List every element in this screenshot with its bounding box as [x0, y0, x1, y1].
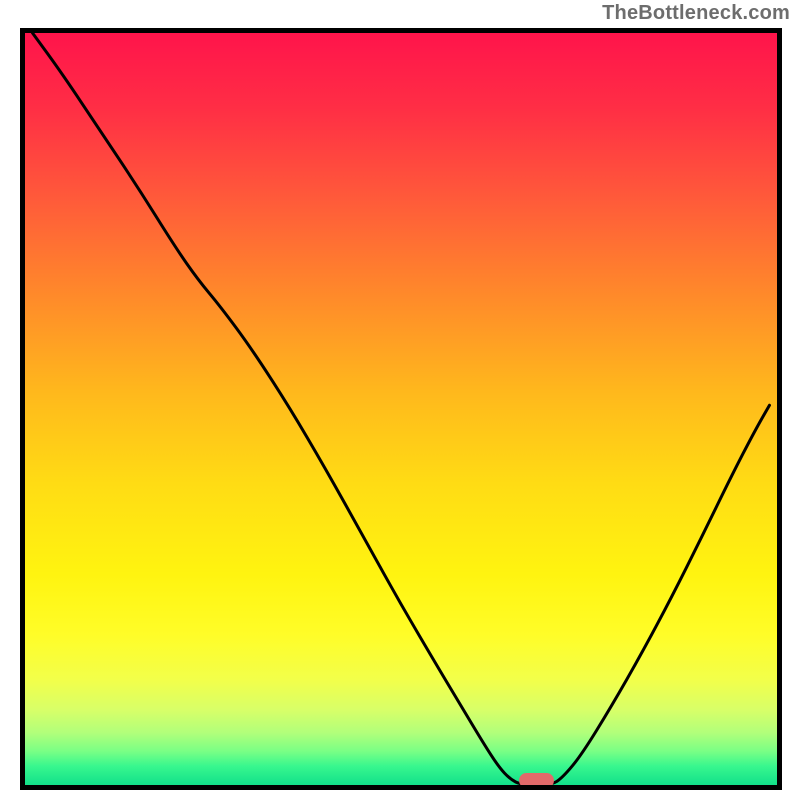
gradient-background: [25, 33, 777, 785]
plot-svg: [25, 33, 777, 785]
plot-frame: [20, 28, 782, 790]
watermark-text: TheBottleneck.com: [602, 2, 790, 25]
optimal-marker: [519, 773, 554, 788]
chart-canvas: TheBottleneck.com: [0, 0, 800, 800]
